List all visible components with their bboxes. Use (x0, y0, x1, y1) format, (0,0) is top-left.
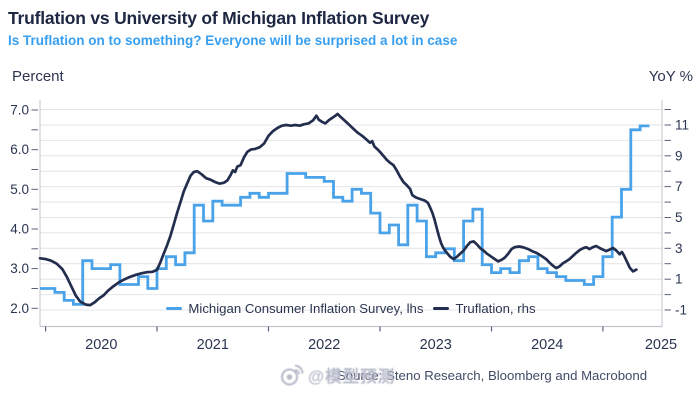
svg-text:2024: 2024 (531, 337, 563, 353)
weibo-icon (280, 364, 304, 386)
svg-text:2020: 2020 (85, 337, 117, 353)
axis-frame (39, 100, 663, 328)
svg-text:9: 9 (675, 148, 683, 163)
right-axis-ticks: 11 9 7 5 3 1 -1 (664, 109, 689, 318)
source-caption: Source: Steno Research, Bloomberg and Ma… (336, 368, 648, 383)
svg-text:2.0: 2.0 (10, 301, 29, 316)
truflation-line-swatch-icon (433, 306, 450, 311)
svg-text:1: 1 (675, 272, 683, 287)
svg-text:2022: 2022 (308, 337, 340, 353)
title-block: Truflation vs University of Michigan Inf… (8, 6, 457, 50)
svg-text:5.0: 5.0 (10, 182, 29, 197)
legend: Michigan Consumer Inflation Survey, lhs … (40, 301, 662, 316)
svg-text:6.0: 6.0 (10, 142, 29, 157)
svg-text:4.0: 4.0 (10, 222, 29, 237)
watermark: @模型预测 (278, 361, 395, 388)
svg-text:2025: 2025 (645, 337, 677, 353)
michigan-line-swatch-icon (166, 306, 183, 311)
svg-text:7.0: 7.0 (10, 103, 29, 118)
truflation-line (38, 112, 638, 307)
chart-subtitle: Is Truflation on to something? Everyone … (8, 33, 458, 48)
legend-label-truflation: Truflation, rhs (455, 301, 536, 316)
svg-text:11: 11 (675, 118, 689, 133)
michigan-line (40, 124, 650, 306)
chart-title: Truflation vs University of Michigan Inf… (8, 8, 430, 28)
svg-text:5: 5 (675, 210, 683, 225)
left-axis-title: Percent (12, 68, 64, 85)
svg-text:2021: 2021 (197, 337, 229, 353)
left-axis-ticks: 7.0 6.0 5.0 4.0 3.0 2.0 (10, 103, 38, 316)
svg-text:-1: -1 (675, 303, 687, 318)
legend-label-michigan: Michigan Consumer Inflation Survey, lhs (188, 301, 424, 316)
legend-item-michigan: Michigan Consumer Inflation Survey, lhs (166, 301, 423, 316)
x-axis-ticks: 2020 2021 2022 2023 2024 2025 (44, 326, 677, 353)
gridlines (40, 109, 662, 311)
svg-text:7: 7 (675, 179, 683, 194)
right-axis-title: YoY % (648, 68, 693, 85)
legend-item-truflation: Truflation, rhs (433, 301, 536, 316)
svg-text:3.0: 3.0 (10, 261, 29, 276)
svg-text:3: 3 (675, 241, 683, 256)
watermark-text: @模型预测 (308, 367, 396, 386)
svg-text:2023: 2023 (420, 337, 452, 353)
